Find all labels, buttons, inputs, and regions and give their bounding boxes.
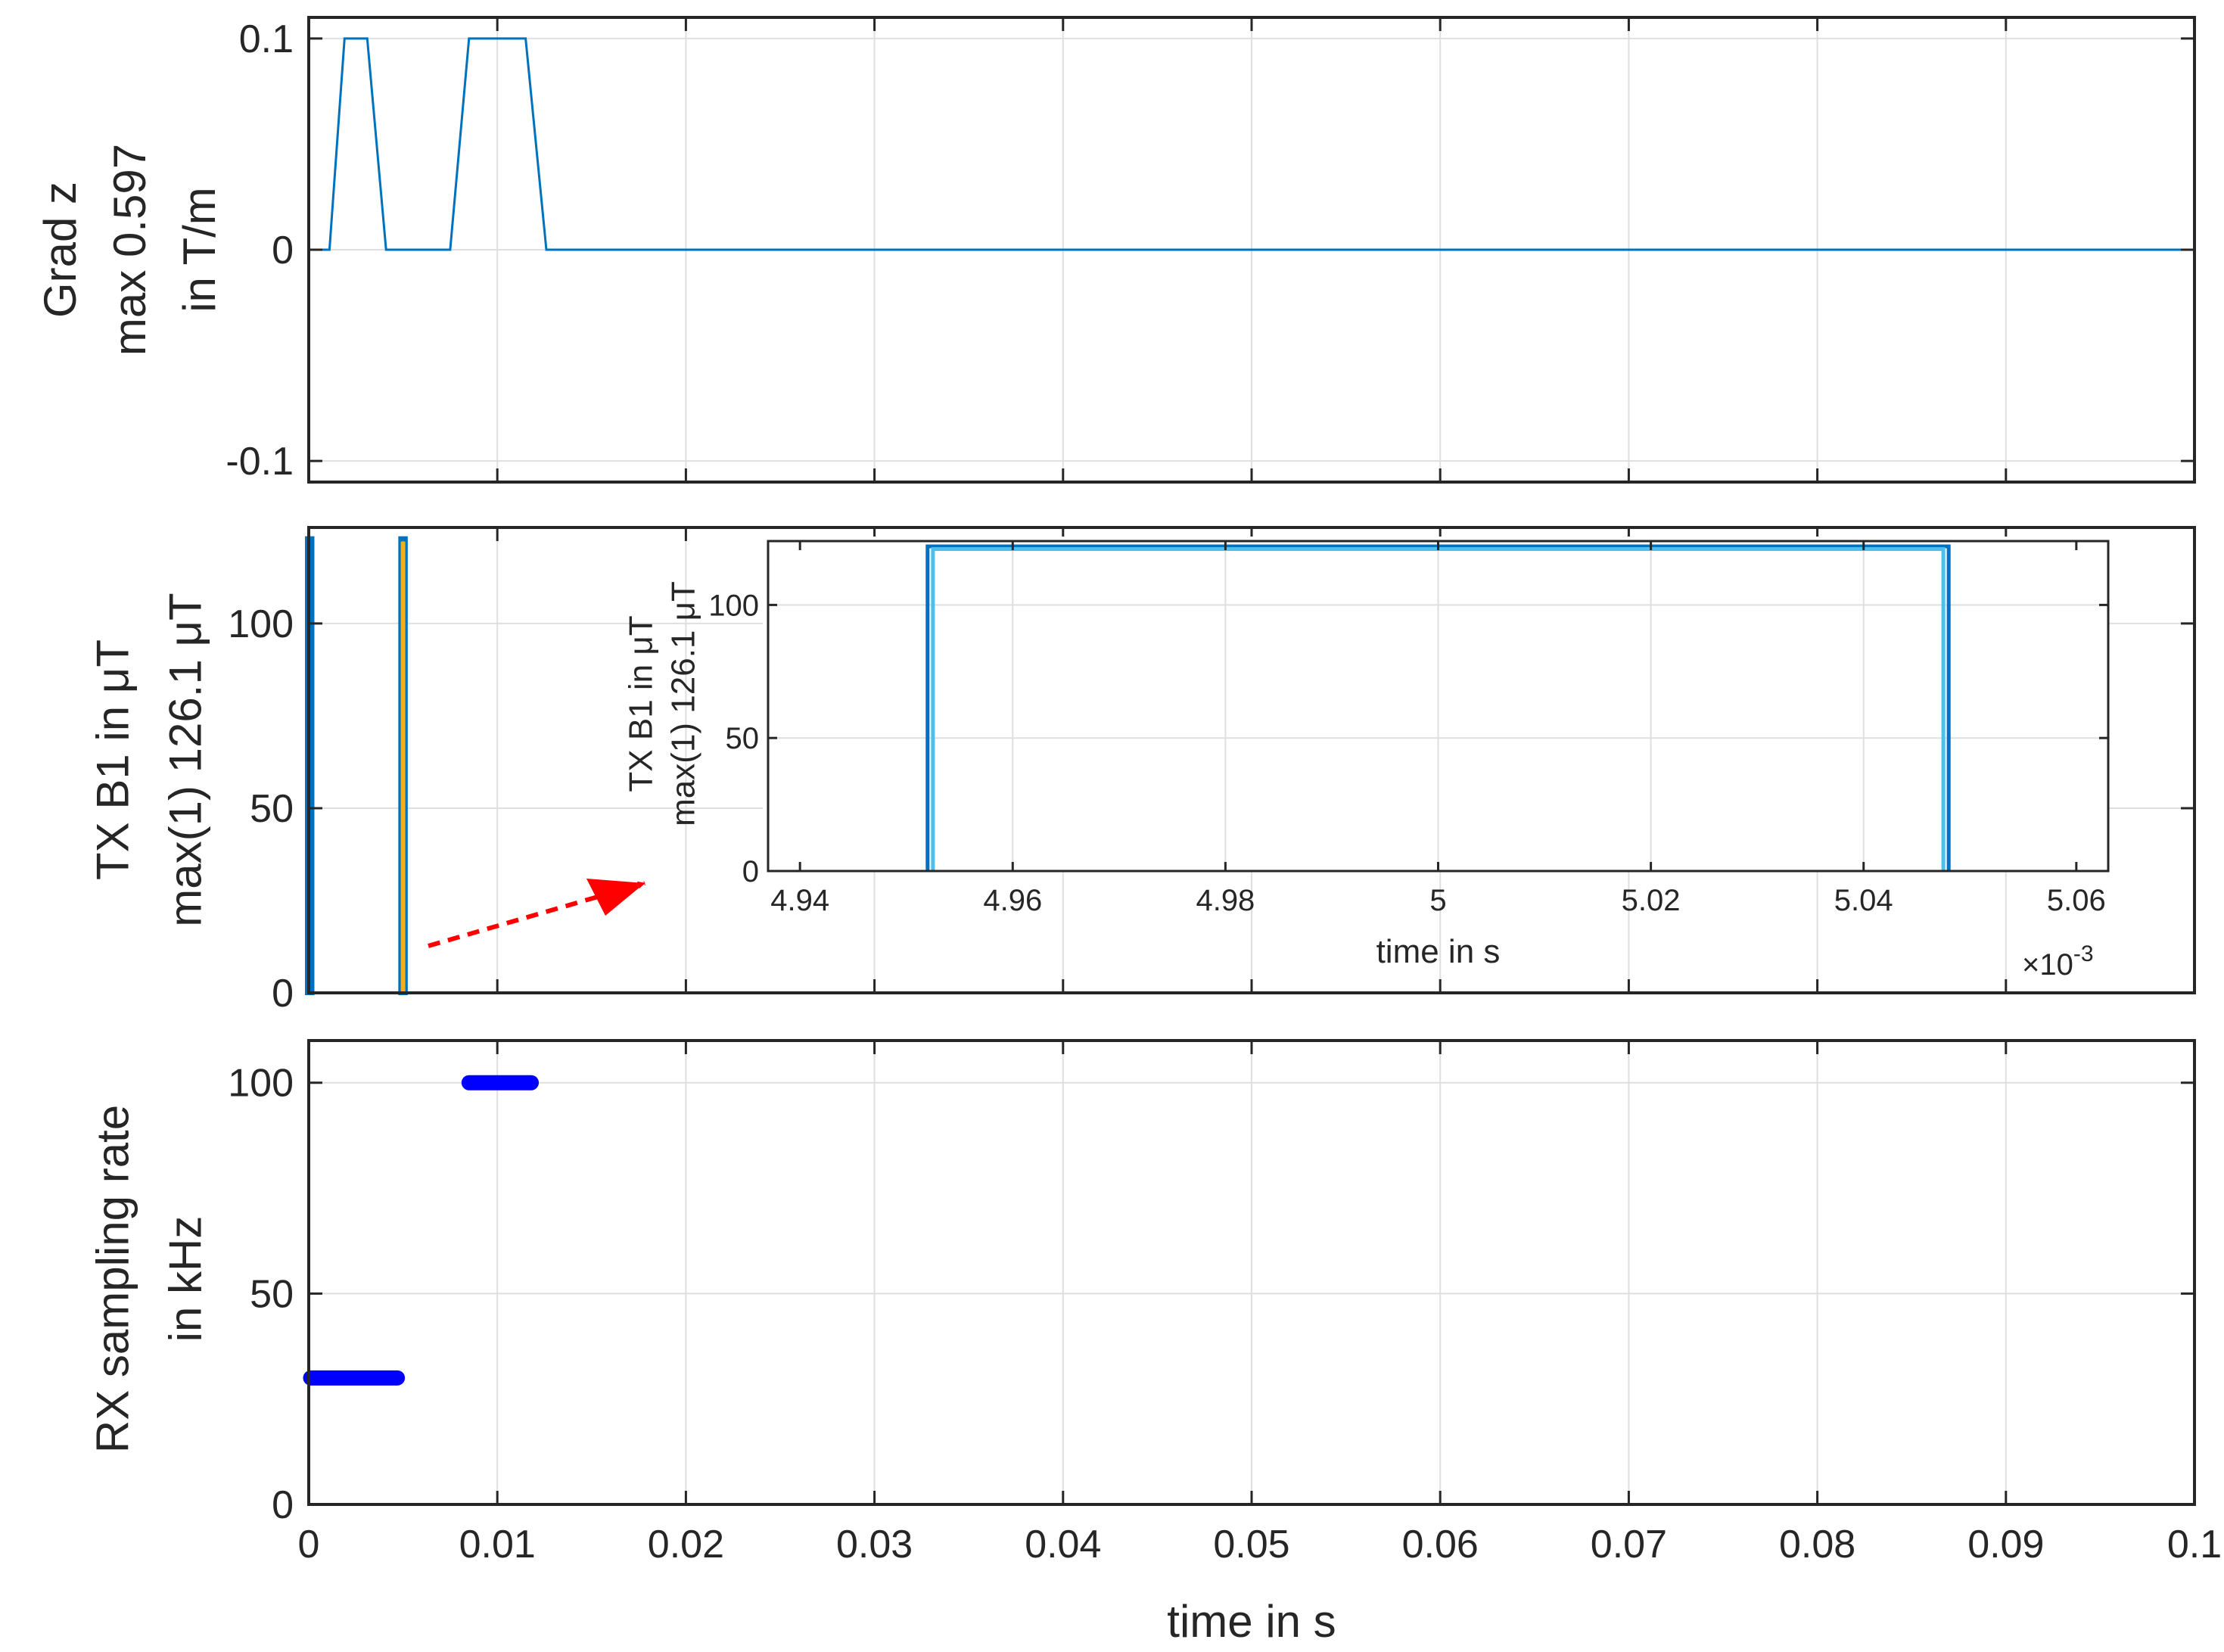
rx-panel: 0 0.01 0.02 0.03 0.04 0.05 0.06 0.07 0.08 0.09 0.1… (88, 1039, 2222, 1647)
inset-axes-frame (767, 540, 2110, 873)
txb1-series (305, 536, 408, 995)
grad-ylabel: Grad z max 0.597 in T/m (35, 144, 225, 356)
rx-xlabel: time in s (1167, 1596, 1336, 1647)
rx-xtick-label: 0.07 (1591, 1523, 1667, 1566)
rx-xtick-label: 0.04 (1025, 1523, 1101, 1566)
inset-xtick-label: 4.96 (983, 884, 1042, 917)
inset-xtick-label: 4.94 (770, 884, 829, 917)
rx-ylabel: RX sampling rate in kHz (88, 1105, 211, 1453)
txb1-ytick-label: 100 (228, 602, 294, 646)
rx-xtick-label: 0.06 (1402, 1523, 1479, 1566)
grad-ytick-label: 0 (272, 229, 294, 272)
inset-xlabel: time in s (1376, 933, 1501, 970)
grad-series (309, 37, 2194, 251)
rx-xtick-label: 0.02 (648, 1523, 724, 1566)
grad-ytick-label: 0.1 (239, 17, 294, 61)
rx-ytick-label: 0 (272, 1483, 294, 1527)
grad-ticks: -0.1 0 0.1 (226, 17, 2196, 484)
rx-series (303, 1075, 540, 1386)
inset-ylabel: TX B1 in μT max(1) 126.1 μT (623, 581, 702, 826)
rx-ytick-label: 50 (250, 1272, 294, 1316)
rx-xtick-label: 0.01 (459, 1523, 536, 1566)
rx-xtick-label: 0.05 (1213, 1523, 1289, 1566)
inset-x-exponent: ×10-3 (2022, 941, 2094, 982)
rx-xtick-label: 0.03 (836, 1523, 913, 1566)
inset-xtick-label: 5.06 (2047, 884, 2106, 917)
rx-xtick-label: 0.1 (2167, 1523, 2222, 1566)
txb1-axes-frame (307, 526, 2196, 994)
inset-xtick-label: 5 (1429, 884, 1446, 917)
rx-grid (309, 1041, 2194, 1505)
rx-xtick-label: 0.08 (1779, 1523, 1855, 1566)
inset-ytick-label: 100 (708, 589, 759, 622)
inset-ytick-label: 0 (742, 855, 759, 888)
rx-ticks: 0 0.01 0.02 0.03 0.04 0.05 0.06 0.07 0.08 0.09 0.1… (228, 1041, 2222, 1566)
inset-ticks: 4.94 4.96 4.98 5 5.02 5.04 5.06 0 50 100 (708, 541, 2108, 917)
inset-panel: 4.94 4.96 4.98 5 5.02 5.04 5.06 0 50 100 TX B1 in… (623, 537, 2110, 982)
zoom-arrow-head (586, 879, 645, 916)
grad-axes-frame (307, 16, 2196, 484)
rx-ytick-label: 100 (228, 1062, 294, 1106)
grad-ytick-label: -0.1 (226, 440, 294, 484)
inset-background (763, 537, 2107, 871)
rx-axes-frame (307, 1039, 2196, 1506)
inset-xtick-label: 5.02 (1622, 884, 1681, 917)
txb1-ytick-label: 50 (250, 787, 294, 831)
inset-xtick-label: 5.04 (1834, 884, 1893, 917)
rx-xtick-label: 0.09 (1967, 1523, 2044, 1566)
grad-line-0 (309, 37, 2194, 251)
rx-xtick-label: 0 (298, 1523, 320, 1566)
txb1-ylabel: TX B1 in μT max(1) 126.1 μT (88, 593, 211, 926)
inset-ytick-label: 50 (726, 722, 760, 755)
grad-panel: -0.1 0 0.1 Grad z max 0.597 in T/m (35, 16, 2196, 484)
inset-xtick-label: 4.98 (1196, 884, 1255, 917)
txb1-ytick-label: 0 (272, 972, 294, 1016)
